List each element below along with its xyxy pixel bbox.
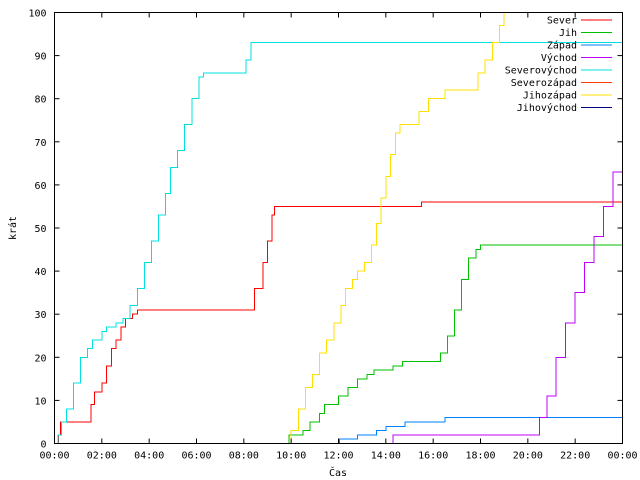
x-axis-label: Čas xyxy=(329,466,347,479)
legend: SeverJihZápadVýchodSeverovýchodSeverozáp… xyxy=(505,16,612,114)
legend-label: Západ xyxy=(547,40,577,52)
ticks-layer: 00:00 02:00 04:00 06:00 08:00 10:00 12:00 14:00… xyxy=(28,9,637,462)
x-tick-label: 06:00 xyxy=(181,451,211,462)
y-tick-label: 20 xyxy=(34,353,46,364)
x-tick-label: 20:00 xyxy=(513,451,543,462)
series-line-3 xyxy=(391,141,623,444)
x-tick-label: 08:00 xyxy=(229,451,259,462)
legend-label: Severozápad xyxy=(511,77,577,89)
legend-label: Jihozápad xyxy=(523,90,577,102)
x-tick-label: 10:00 xyxy=(276,451,306,462)
legend-label: Východ xyxy=(541,52,577,64)
x-tick-label: 00:00 xyxy=(607,451,637,462)
legend-label: Jih xyxy=(559,28,577,39)
x-tick-label: 12:00 xyxy=(323,451,353,462)
y-tick-label: 30 xyxy=(34,310,46,321)
series-layer xyxy=(54,12,623,444)
x-tick-label: 04:00 xyxy=(134,451,164,462)
y-tick-label: 70 xyxy=(34,138,46,149)
y-tick-label: 0 xyxy=(40,440,46,451)
legend-label: Severovýchod xyxy=(505,65,577,77)
y-tick-label: 10 xyxy=(34,396,46,407)
y-tick-label: 50 xyxy=(34,224,46,235)
y-tick-label: 40 xyxy=(34,267,46,278)
x-tick-label: 16:00 xyxy=(418,451,448,462)
x-tick-label: 02:00 xyxy=(87,451,117,462)
y-tick-label: 90 xyxy=(34,52,46,63)
y-tick-label: 80 xyxy=(34,95,46,106)
legend-label: Jihovýchod xyxy=(517,102,577,114)
series-line-6 xyxy=(287,12,505,444)
series-line-0 xyxy=(54,201,623,444)
series-line-2 xyxy=(338,417,623,444)
series-line-1 xyxy=(287,244,623,444)
x-tick-label: 00:00 xyxy=(39,451,69,462)
x-tick-label: 18:00 xyxy=(465,451,495,462)
x-tick-label: 14:00 xyxy=(371,451,401,462)
y-axis-label: krát xyxy=(7,216,19,240)
y-tick-label: 100 xyxy=(28,9,46,20)
legend-label: Sever xyxy=(547,16,577,27)
series-line-4 xyxy=(54,42,623,444)
y-tick-label: 60 xyxy=(34,181,46,192)
x-tick-label: 22:00 xyxy=(560,451,590,462)
